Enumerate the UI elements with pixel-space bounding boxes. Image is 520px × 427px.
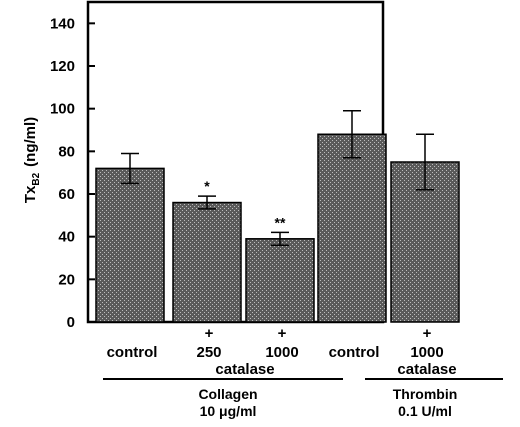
plus-label: + [205, 325, 214, 342]
bar-series [95, 110, 460, 323]
group-name-thrombin: Thrombin [393, 386, 458, 402]
plus-label: + [278, 325, 287, 342]
significance-marker: ** [275, 214, 286, 230]
group-dose-collagen: 10 μg/ml [200, 403, 257, 419]
y-axis-label-unit: (ng/ml) [22, 117, 39, 167]
category-label: control [329, 344, 380, 361]
catalase-label: catalase [215, 361, 274, 378]
plus-label: + [423, 325, 432, 342]
y-tick-label: 40 [58, 229, 75, 246]
bar [245, 238, 315, 323]
category-label: 250 [196, 344, 221, 361]
y-tick-label: 120 [50, 58, 75, 75]
y-axis-label-main: Tx [22, 185, 39, 203]
y-tick-label: 60 [58, 186, 75, 203]
catalase-label: catalase [397, 361, 456, 378]
group-name-collagen: Collagen [198, 386, 257, 402]
group-dose-thrombin: 0.1 U/ml [398, 403, 452, 419]
bar [95, 167, 165, 323]
y-tick-label: 80 [58, 143, 75, 160]
bar [172, 201, 242, 323]
category-label: 1000 [410, 344, 443, 361]
bar [317, 133, 387, 323]
category-label: control [107, 344, 158, 361]
y-tick-label: 100 [50, 101, 75, 118]
significance-marker: * [204, 178, 210, 194]
y-axis-title: TxB2 (ng/ml) [22, 117, 42, 203]
y-tick-label: 0 [67, 314, 75, 331]
svg-text:TxB2(ng/ml): TxB2 (ng/ml) [22, 117, 42, 203]
y-axis-label-subscript: B2 [31, 172, 42, 185]
y-tick-label: 140 [50, 15, 75, 32]
category-label: 1000 [265, 344, 298, 361]
y-tick-label: 20 [58, 271, 75, 288]
